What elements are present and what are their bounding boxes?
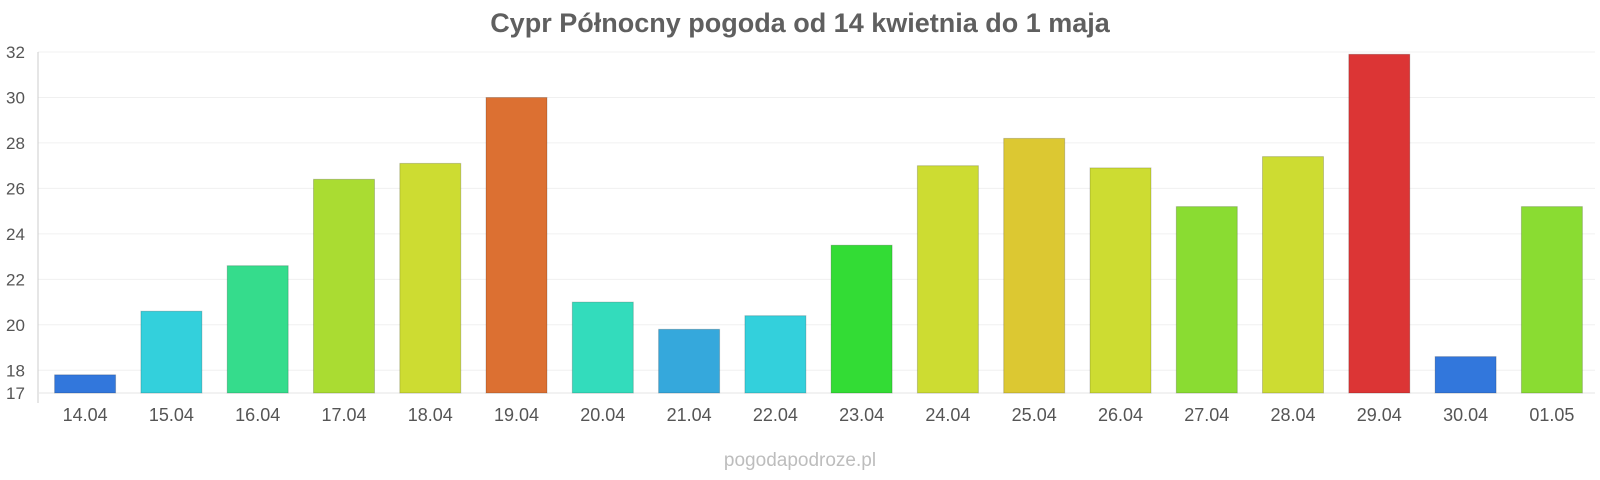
x-tick-label: 01.05 [1529, 405, 1574, 425]
bar-19.04 [485, 97, 548, 394]
y-tick-label: 26 [6, 179, 25, 198]
bar-18.04 [399, 162, 462, 394]
x-tick-label: 25.04 [1012, 405, 1057, 425]
y-tick-label: 32 [6, 43, 25, 62]
bar-28.04 [1262, 156, 1324, 394]
bar-16.04 [226, 265, 289, 394]
x-tick-label: 28.04 [1270, 405, 1315, 425]
chart-title: Cypr Północny pogoda od 14 kwietnia do 1… [490, 8, 1110, 38]
x-tick-labels: 14.04 15.04 16.04 17.04 18.04 19.04 20.04 21.04… [63, 405, 1575, 425]
y-tick-label: 18 [6, 361, 25, 380]
y-tick-label: 24 [6, 225, 25, 244]
bar-17.04 [313, 178, 375, 394]
bars [54, 53, 1583, 394]
axes [37, 52, 1595, 403]
x-tick-label: 20.04 [580, 405, 625, 425]
x-tick-label: 17.04 [321, 405, 366, 425]
bar-20.04 [571, 301, 634, 394]
x-tick-label: 14.04 [63, 405, 108, 425]
x-tick-label: 16.04 [235, 405, 280, 425]
bar-23.04 [830, 244, 893, 394]
x-tick-label: 15.04 [149, 405, 194, 425]
x-tick-label: 26.04 [1098, 405, 1143, 425]
bar-22.04 [744, 315, 807, 394]
bar-15.04 [140, 310, 203, 394]
y-tick-label: 30 [6, 88, 25, 107]
x-tick-label: 19.04 [494, 405, 539, 425]
x-tick-label: 23.04 [839, 405, 884, 425]
y-tick-label: 17 [6, 384, 25, 403]
bar-01.05 [1520, 206, 1583, 394]
x-tick-label: 27.04 [1184, 405, 1229, 425]
bar-14.04 [54, 374, 117, 394]
bar-24.04 [916, 165, 979, 394]
x-tick-label: 18.04 [408, 405, 453, 425]
watermark: pogodapodroze.pl [723, 450, 877, 471]
x-tick-label: 24.04 [925, 405, 970, 425]
y-tick-label: 28 [6, 134, 25, 153]
bar-27.04 [1175, 206, 1238, 394]
y-tick-label: 22 [6, 270, 25, 289]
y-tick-label: 20 [6, 316, 25, 335]
bar-25.04 [1003, 137, 1066, 394]
x-tick-label: 29.04 [1357, 405, 1402, 425]
y-tick-labels: 17 18 20 22 24 26 28 30 32 [6, 43, 25, 403]
x-tick-label: 21.04 [667, 405, 712, 425]
bar-30.04 [1434, 356, 1497, 394]
bar-29.04 [1348, 53, 1411, 394]
x-tick-label: 30.04 [1443, 405, 1488, 425]
bar-26.04 [1089, 167, 1152, 394]
bar-21.04 [658, 328, 721, 394]
x-tick-label: 22.04 [753, 405, 798, 425]
